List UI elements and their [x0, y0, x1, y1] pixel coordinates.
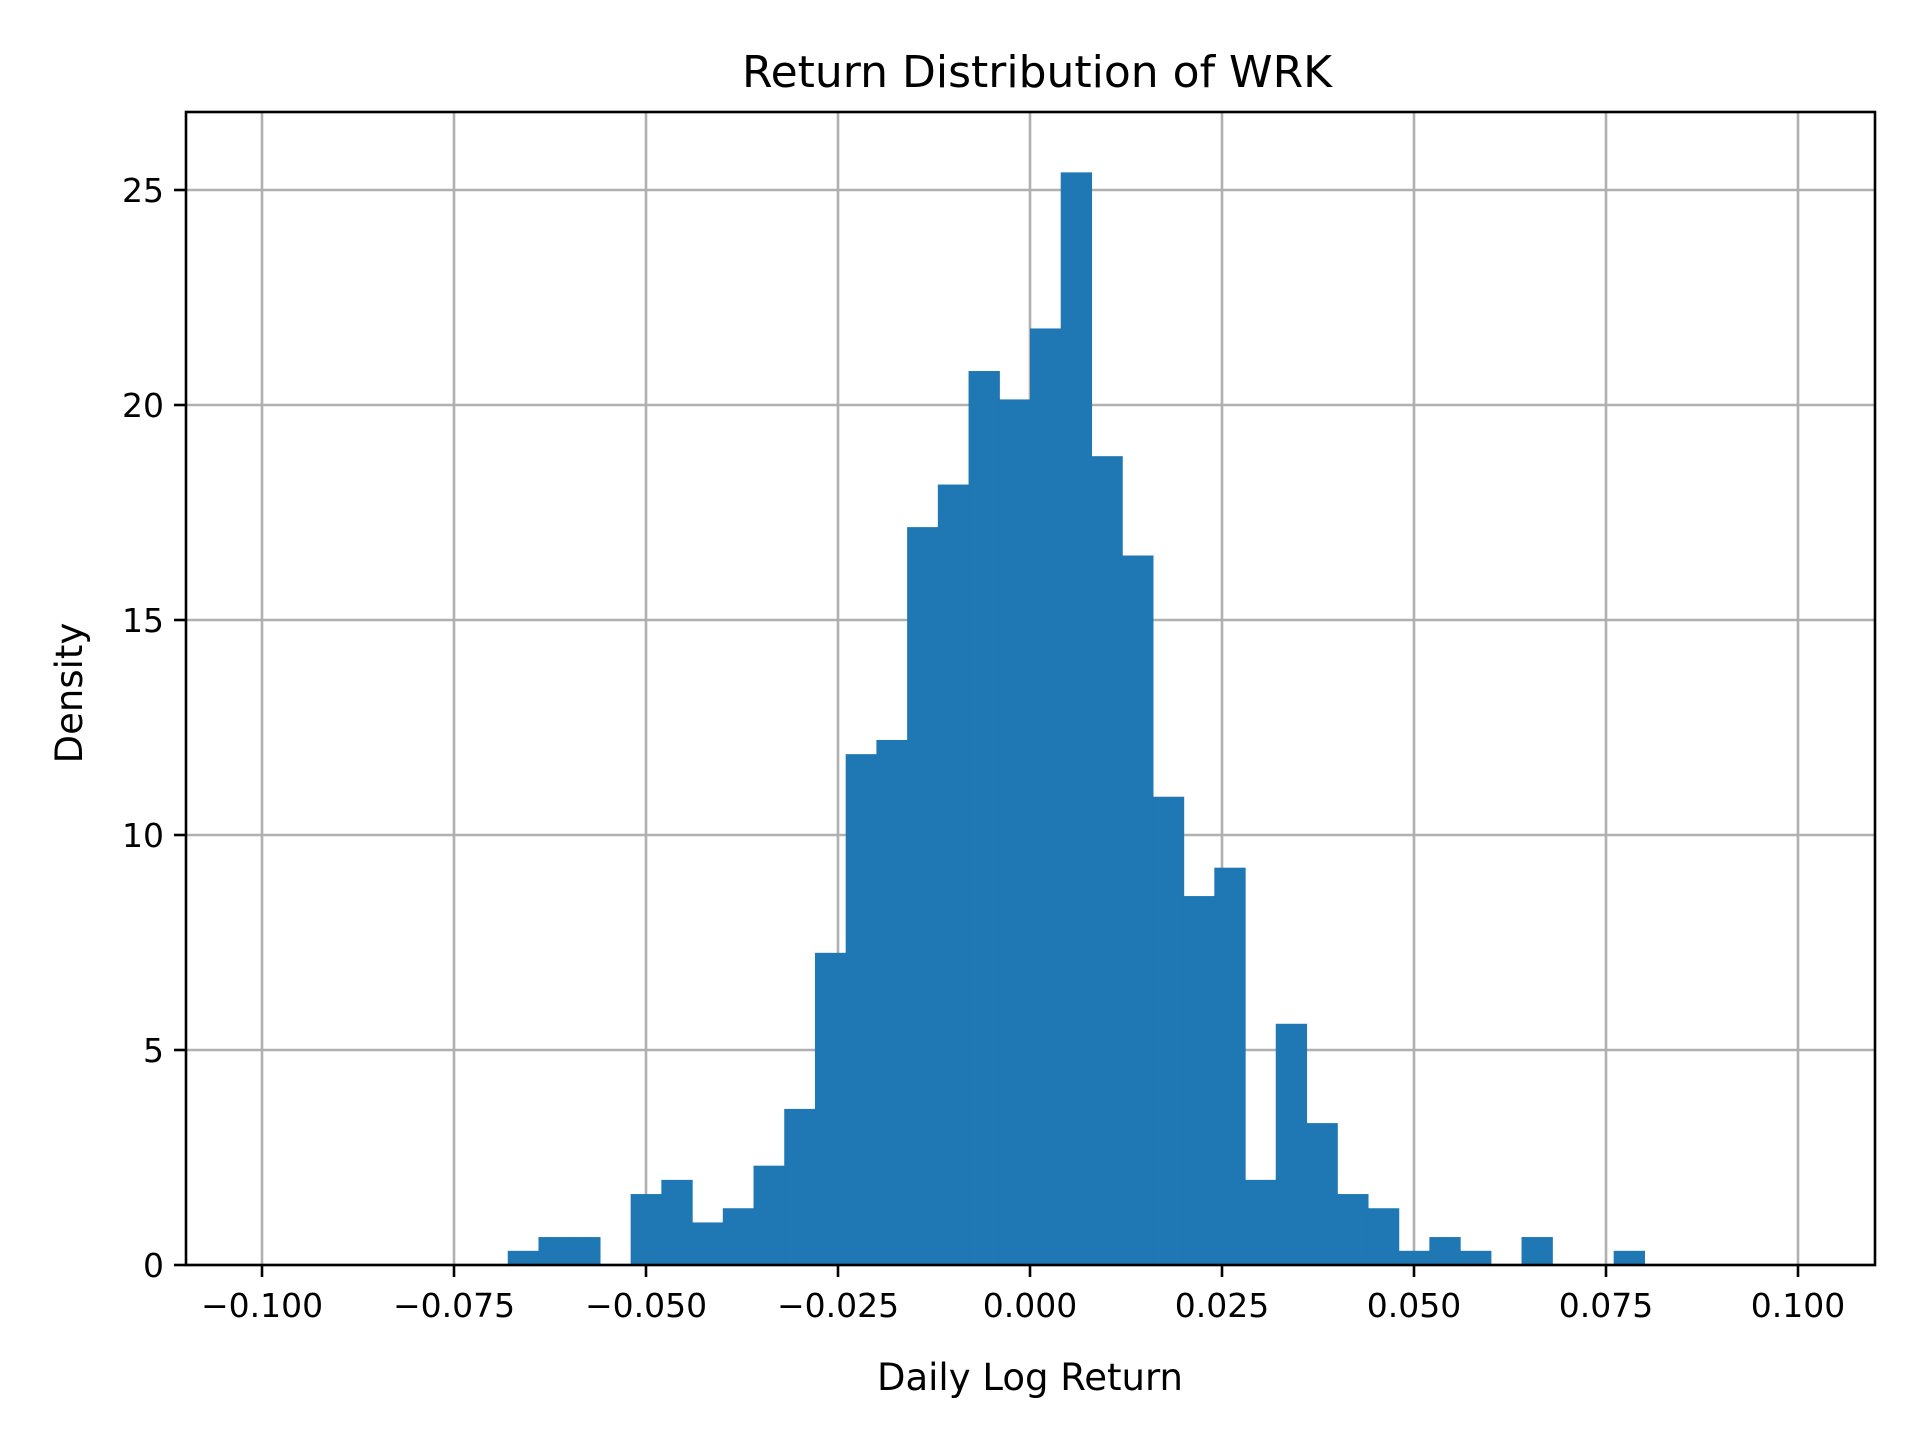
histogram-bar — [1245, 1179, 1277, 1265]
histogram-bar — [1613, 1250, 1645, 1265]
histogram-bar — [1122, 555, 1154, 1265]
histogram-bar — [1091, 456, 1123, 1265]
y-tick-label: 15 — [122, 601, 164, 640]
histogram-bar — [1367, 1208, 1400, 1265]
y-tick-label: 0 — [143, 1246, 164, 1285]
x-tick-label: −0.100 — [201, 1286, 323, 1325]
histogram-bar — [692, 1222, 724, 1265]
histogram-bar — [937, 484, 970, 1265]
y-tick-label: 10 — [122, 816, 164, 855]
plot-area: −0.100 −0.075 −0.050 −0.025 0.000 0.025 0.050 0… — [122, 110, 1877, 1325]
histogram-bar — [1214, 867, 1246, 1265]
histogram-bar — [1398, 1250, 1430, 1265]
x-tick-label: 0.075 — [1559, 1286, 1653, 1325]
y-tick-label: 25 — [122, 171, 164, 210]
x-tick-label: 0.000 — [983, 1286, 1077, 1325]
histogram-bar — [753, 1165, 785, 1265]
histogram-bar — [1060, 172, 1093, 1265]
y-axis-label: Density — [48, 623, 91, 764]
histogram-bar — [907, 527, 939, 1265]
histogram-bar — [1429, 1237, 1461, 1265]
x-tick-label: 0.025 — [1175, 1286, 1269, 1325]
histogram-bar — [1337, 1194, 1369, 1265]
histogram-bar — [507, 1250, 540, 1265]
x-tick-label: −0.075 — [393, 1286, 515, 1325]
histogram-bar — [814, 952, 847, 1265]
x-axis-label: Daily Log Return — [877, 1356, 1183, 1399]
histogram-bar — [722, 1208, 755, 1265]
x-tick-label: −0.050 — [585, 1286, 707, 1325]
x-axis-ticks: −0.100 −0.075 −0.050 −0.025 0.000 0.025 0.050 0… — [201, 1265, 1845, 1325]
histogram-bar — [1460, 1250, 1492, 1265]
x-tick-label: 0.100 — [1751, 1286, 1845, 1325]
histogram-bar — [538, 1237, 570, 1265]
chart-title: Return Distribution of WRK — [742, 47, 1333, 98]
histogram-bars — [507, 172, 1645, 1266]
histogram-bar — [1306, 1123, 1338, 1265]
histogram-bar — [1030, 328, 1062, 1266]
histogram-bar — [784, 1108, 816, 1265]
histogram-bar — [845, 754, 877, 1265]
histogram-bar — [1183, 896, 1215, 1265]
histogram-bar — [569, 1237, 601, 1265]
histogram-bar — [876, 739, 908, 1265]
histogram-bar — [999, 399, 1031, 1265]
y-tick-label: 20 — [122, 386, 164, 425]
y-tick-label: 5 — [143, 1031, 164, 1070]
histogram-bar — [1275, 1023, 1308, 1265]
y-axis-ticks: 0 5 10 15 20 25 — [122, 171, 186, 1285]
histogram-bar — [968, 371, 1000, 1265]
histogram-bar — [630, 1194, 662, 1265]
histogram-bar — [1521, 1237, 1553, 1265]
histogram-bar — [1152, 796, 1185, 1265]
x-tick-label: 0.050 — [1367, 1286, 1461, 1325]
x-tick-label: −0.025 — [777, 1286, 899, 1325]
histogram-bar — [661, 1179, 693, 1265]
